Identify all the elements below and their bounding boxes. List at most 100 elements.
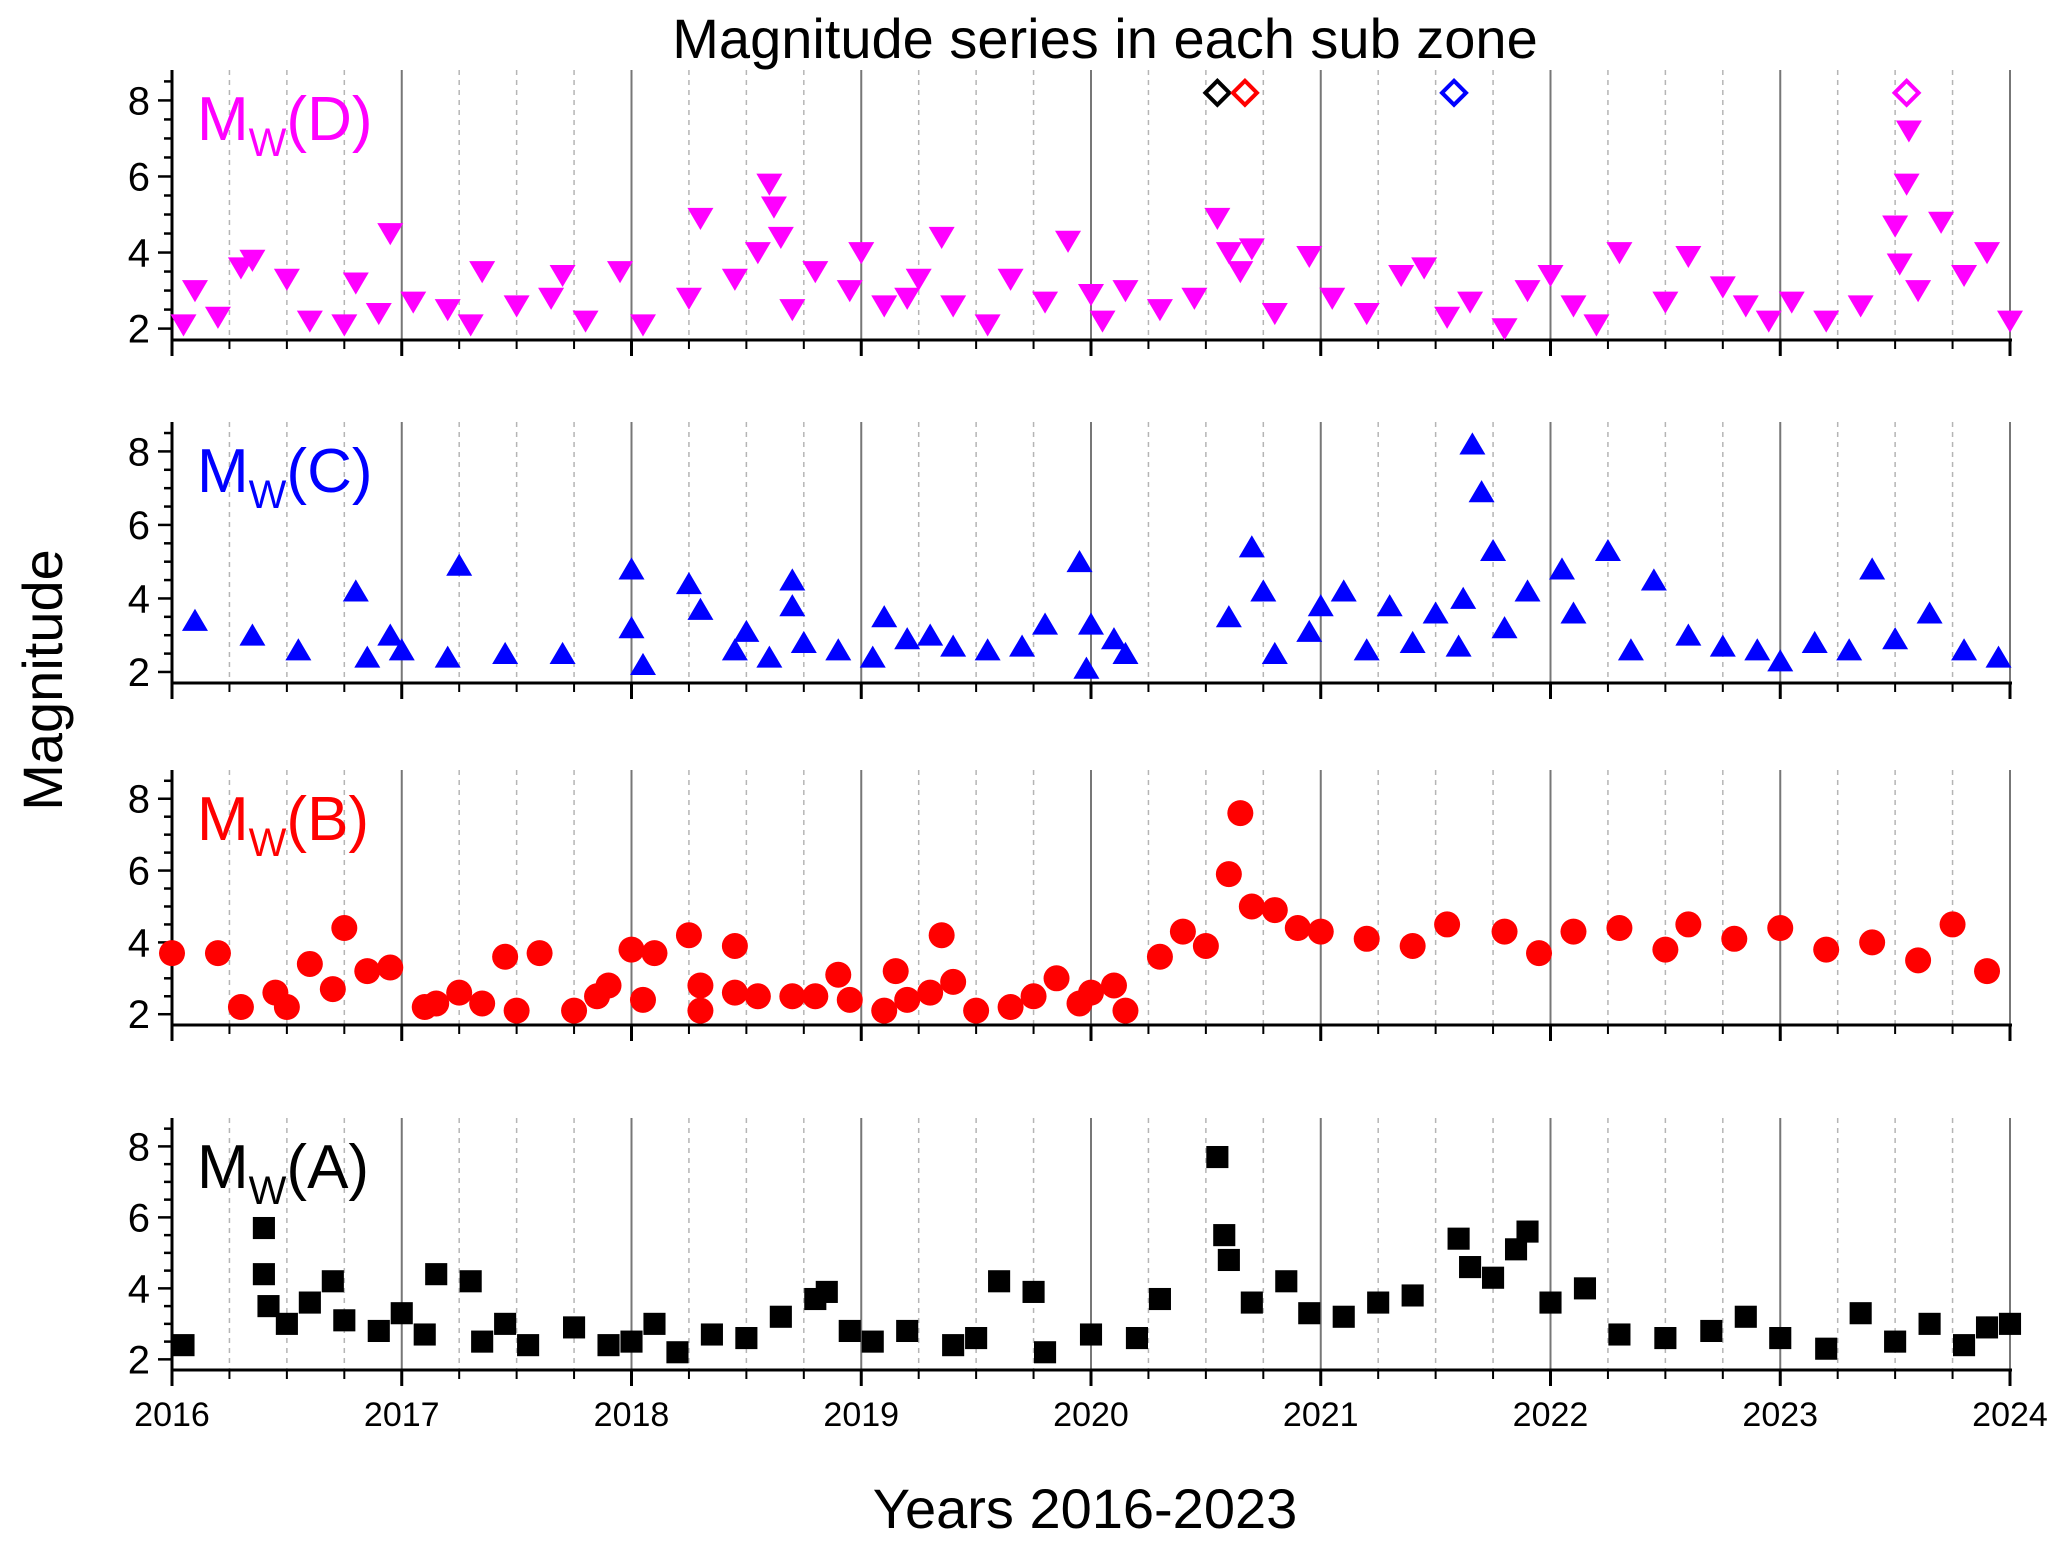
y-tick-label: 4	[128, 1267, 150, 1311]
data-point	[377, 623, 404, 646]
data-point	[333, 1309, 356, 1332]
data-point	[1146, 943, 1173, 970]
data-point	[1112, 280, 1139, 303]
data-point	[1307, 594, 1334, 617]
data-point	[882, 958, 909, 985]
x-tick-label: 2022	[1513, 1396, 1589, 1434]
data-point	[1319, 287, 1346, 310]
data-point	[1928, 211, 1955, 234]
data-point	[1709, 634, 1736, 657]
data-point	[1767, 649, 1794, 672]
data-point	[1009, 634, 1036, 657]
data-point	[400, 291, 427, 314]
data-point	[1459, 1256, 1482, 1279]
data-point	[940, 968, 967, 995]
data-point	[1516, 1220, 1539, 1243]
data-point	[492, 641, 519, 664]
data-point	[1055, 230, 1082, 253]
data-point	[1032, 291, 1059, 314]
data-point	[917, 623, 944, 646]
panel-label: MW(B)	[197, 785, 369, 865]
data-point	[1849, 1302, 1872, 1325]
data-point	[1100, 972, 1127, 999]
data-point	[1537, 264, 1564, 288]
data-point	[721, 979, 748, 1006]
data-point	[494, 1312, 517, 1335]
data-point	[563, 1316, 586, 1339]
highlight-diamond	[1439, 77, 1469, 108]
data-point	[871, 605, 898, 628]
panel-label-tail: (B)	[286, 785, 369, 854]
data-point	[871, 295, 898, 318]
data-point	[1893, 173, 1920, 196]
data-point	[675, 287, 702, 310]
data-point	[1078, 612, 1104, 635]
data-point	[1882, 215, 1909, 238]
data-point	[1617, 638, 1644, 661]
data-point	[1778, 291, 1805, 314]
data-point	[1399, 932, 1426, 959]
panel-label-main: M	[197, 1133, 249, 1202]
data-point	[1480, 538, 1507, 562]
data-point	[894, 627, 921, 650]
data-point	[894, 986, 921, 1013]
data-point	[790, 630, 817, 653]
data-point	[1034, 1341, 1057, 1364]
data-point	[446, 553, 473, 576]
data-point	[1148, 1287, 1171, 1311]
data-point	[257, 1295, 280, 1318]
data-point	[159, 940, 185, 967]
data-point	[1261, 641, 1288, 664]
data-point	[1353, 925, 1380, 952]
data-point	[365, 302, 392, 326]
y-axis-label: Magnitude	[11, 549, 74, 811]
data-point	[744, 983, 771, 1010]
data-point	[1217, 1248, 1240, 1272]
data-point	[1215, 605, 1242, 628]
data-point	[1078, 283, 1104, 307]
data-point	[1250, 579, 1277, 602]
data-point	[942, 1334, 965, 1357]
data-point	[666, 1341, 689, 1364]
data-point	[503, 295, 530, 318]
data-point	[618, 936, 645, 963]
panel-label: MW(C)	[197, 437, 373, 517]
data-point	[1514, 579, 1541, 602]
data-point	[1482, 1266, 1505, 1289]
highlight-diamond	[1202, 77, 1233, 108]
data-point	[273, 268, 300, 291]
y-tick-label: 8	[128, 778, 150, 822]
data-point	[434, 645, 461, 668]
y-tick-label: 6	[128, 504, 150, 548]
data-point	[549, 264, 576, 288]
data-point	[641, 940, 668, 967]
data-point	[779, 568, 806, 591]
panel-label-main: M	[197, 437, 249, 506]
panel-A: 2 4 6 8 MW(A) 2016 2017 2018 2019 2020 2021 2022 202…	[128, 1118, 2048, 1434]
data-point	[1801, 630, 1828, 653]
data-point	[687, 207, 714, 231]
data-point	[1594, 538, 1621, 562]
data-point	[940, 634, 967, 657]
y-tick-label: 6	[128, 1196, 150, 1240]
data-point	[629, 652, 656, 676]
data-point	[469, 261, 496, 284]
data-point	[1459, 432, 1486, 455]
panel-label: MW(A)	[197, 1133, 369, 1213]
data-point	[871, 997, 898, 1024]
data-point	[285, 638, 312, 661]
x-tick-label: 2023	[1742, 1396, 1818, 1434]
data-point	[905, 268, 932, 291]
data-point	[459, 1270, 482, 1293]
data-point	[997, 268, 1024, 291]
data-point	[1895, 120, 1922, 143]
x-tick-label: 2017	[364, 1396, 440, 1434]
data-point	[1548, 557, 1575, 580]
data-point	[917, 979, 944, 1006]
data-point	[769, 1305, 792, 1328]
data-point	[1332, 1305, 1355, 1328]
data-point	[1307, 918, 1334, 945]
data-point	[342, 579, 369, 602]
highlight-diamond	[1891, 77, 1922, 108]
